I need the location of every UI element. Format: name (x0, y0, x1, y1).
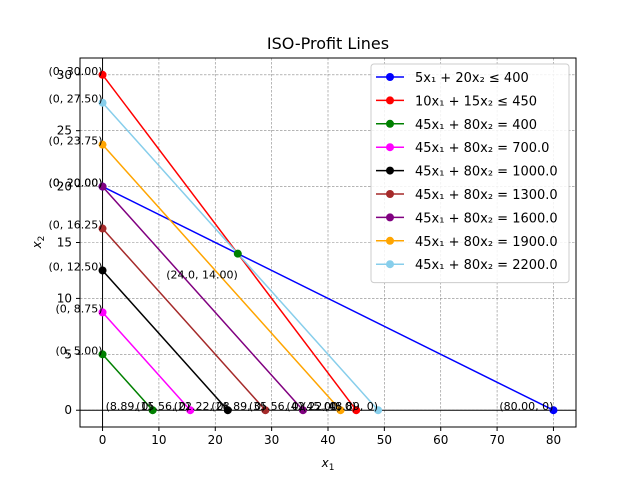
point-annotation: (35.56, 0) (249, 400, 303, 413)
x-tick-label: 10 (151, 433, 166, 447)
y-tick-label: 0 (64, 403, 72, 417)
legend-entry: 5x₁ + 20x₂ ≤ 400 (415, 71, 529, 86)
series-line-5 (101, 269, 229, 411)
y-tick-label: 30 (57, 68, 72, 82)
y-axis-label-sub: 2 (37, 236, 47, 242)
legend-swatch-marker (386, 143, 394, 152)
series-marker-5 (98, 266, 107, 275)
y-tick-label: 5 (64, 347, 72, 361)
x-axis-label: x1 (321, 456, 335, 473)
point-annotation: (8.89, 0) (106, 400, 153, 413)
legend-box (370, 63, 570, 284)
series-marker-6 (98, 224, 107, 233)
series-line-4 (101, 311, 191, 411)
point-annotation: (0, 30.00) (48, 65, 102, 78)
series-marker-2 (98, 70, 107, 79)
series-line-8 (101, 144, 342, 411)
series-markers (98, 70, 558, 415)
series-marker-6 (261, 406, 270, 415)
point-annotation: (0, 8.75) (55, 302, 102, 315)
reference-lines (80, 58, 576, 427)
point-annotation: (0, 27.50) (48, 93, 102, 106)
series-marker-5 (223, 406, 232, 415)
series-marker-1 (549, 406, 558, 415)
point-annotation: (28.89, 0) (211, 400, 265, 413)
point-annotation: (0, 16.25) (48, 219, 102, 232)
series-marker-8 (336, 406, 345, 415)
x-axis-label-main: x (321, 456, 330, 470)
series-marker-4 (98, 308, 107, 317)
point-annotation: (0, 12.50) (48, 260, 102, 273)
x-tick-label: 60 (433, 433, 448, 447)
series-line-7 (101, 186, 304, 411)
legend-entry: 45x₁ + 80x₂ = 1600.0 (415, 211, 558, 226)
series-marker-7 (298, 406, 307, 415)
series-marker-3 (98, 350, 107, 359)
series-line-1 (102, 185, 554, 411)
point-annotation: (0, 5.00) (55, 344, 102, 357)
x-tick-label: 70 (489, 433, 504, 447)
series-marker-3 (148, 406, 157, 415)
chart-title: ISO-Profit Lines (267, 34, 389, 53)
point-annotation: (0, 20.00) (48, 177, 102, 190)
point-annotations: (0, 30.00) (0, 27.50) (0, 23.75) (0, 20.00)… (48, 65, 553, 413)
legend-swatch-marker (386, 119, 394, 128)
intersection-marker (233, 249, 242, 258)
intersection-annotation: (24.0, 14.00) (166, 269, 238, 282)
series-marker-9 (374, 406, 383, 415)
legend-entry: 45x₁ + 80x₂ = 2200.0 (415, 258, 558, 273)
legend-entry: 10x₁ + 15x₂ ≤ 450 (415, 94, 537, 109)
legend-entry: 45x₁ + 80x₂ = 400 (415, 118, 537, 133)
x-axis-ticks: 0 10 20 30 40 50 60 70 80 (99, 427, 561, 447)
legend-swatch-marker (386, 190, 394, 198)
point-annotation: (80.00, 0) (499, 400, 553, 413)
legend: 5x₁ + 20x₂ ≤ 400 10x₁ + 15x₂ ≤ 450 45x₁ + … (370, 63, 570, 284)
series-marker-8 (98, 140, 107, 149)
legend-swatch-marker (386, 213, 394, 222)
x-tick-label: 0 (99, 433, 107, 447)
x-axis-label-sub: 1 (329, 463, 335, 473)
point-annotation: (22.22, 0) (174, 400, 228, 413)
legend-swatch-marker (386, 166, 394, 175)
point-annotation: (0, 23.75) (48, 135, 102, 148)
legend-swatch-marker (386, 73, 394, 81)
y-tick-label: 20 (57, 180, 72, 194)
x-tick-label: 50 (377, 433, 392, 447)
series-line-2 (101, 74, 357, 411)
series-marker-7 (98, 182, 107, 191)
x-tick-label: 20 (208, 433, 223, 447)
legend-entry: 45x₁ + 80x₂ = 700.0 (415, 141, 549, 156)
legend-entry: 45x₁ + 80x₂ = 1000.0 (415, 165, 558, 180)
y-axis-label: x2 (30, 236, 47, 250)
point-annotation: (42.22, 0) (286, 400, 340, 413)
point-annotation: (48.89, 0) (324, 400, 378, 413)
series-marker-4 (186, 406, 195, 415)
series-line-6 (101, 228, 266, 411)
x-tick-label: 80 (546, 433, 561, 447)
legend-swatch-marker (386, 260, 394, 269)
legend-entry: 45x₁ + 80x₂ = 1300.0 (415, 188, 558, 203)
legend-swatch-marker (386, 236, 394, 245)
series-marker-9 (98, 98, 107, 107)
x-tick-label: 40 (320, 433, 335, 447)
legend-entry: 45x₁ + 80x₂ = 1900.0 (415, 235, 558, 250)
point-annotation: (45.00, 0) (302, 400, 356, 413)
series-marker-2 (352, 406, 361, 415)
x-tick-label: 30 (264, 433, 279, 447)
y-tick-label: 10 (57, 291, 72, 305)
y-tick-label: 15 (57, 236, 72, 250)
point-annotation: (15.56, 0) (136, 400, 190, 413)
legend-swatch-marker (386, 96, 394, 105)
y-axis-ticks: 0 5 10 15 20 25 30 (57, 68, 80, 417)
y-axis-label-main: x (30, 240, 44, 249)
series-line-3 (101, 353, 154, 411)
point-annotation: (0, 20.00) (48, 177, 102, 190)
y-tick-label: 25 (57, 124, 72, 138)
